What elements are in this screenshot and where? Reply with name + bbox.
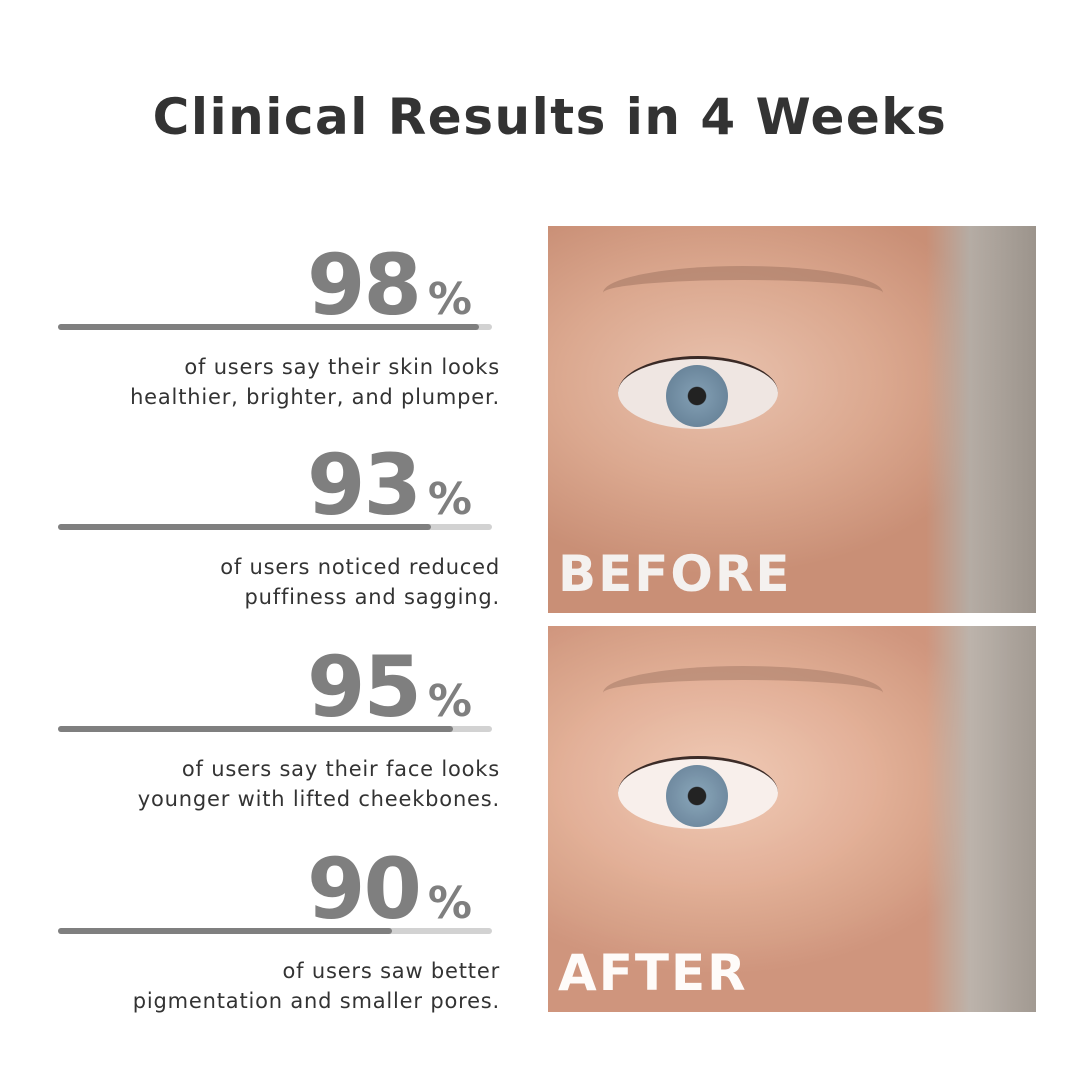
stat-value: 93 bbox=[307, 436, 422, 534]
progress-fill bbox=[58, 726, 453, 732]
stat-block: 98% of users say their skin looks healthi… bbox=[50, 236, 500, 436]
stat-unit: % bbox=[427, 474, 472, 525]
progress-bar bbox=[58, 726, 492, 732]
desc-line: of users say their face looks bbox=[181, 757, 500, 781]
stat-number: 93% bbox=[307, 436, 472, 534]
desc-line: healthier, brighter, and plumper. bbox=[130, 385, 500, 409]
stat-unit: % bbox=[427, 878, 472, 929]
eyebrow bbox=[603, 266, 883, 320]
stat-description: of users say their skin looks healthier, … bbox=[130, 352, 500, 412]
eyebrow bbox=[603, 666, 883, 720]
stat-number: 90% bbox=[307, 840, 472, 938]
stat-description: of users saw better pigmentation and smal… bbox=[133, 956, 500, 1016]
desc-line: of users say their skin looks bbox=[184, 355, 500, 379]
stat-description: of users noticed reduced puffiness and sa… bbox=[220, 552, 500, 612]
progress-fill bbox=[58, 928, 393, 934]
eye bbox=[618, 356, 778, 429]
desc-line: pigmentation and smaller pores. bbox=[132, 989, 500, 1013]
stat-block: 90% of users saw better pigmentation and … bbox=[50, 840, 500, 1040]
stat-value: 98 bbox=[307, 236, 422, 334]
before-photo: BEFORE bbox=[548, 226, 1036, 613]
after-photo: AFTER bbox=[548, 626, 1036, 1012]
stat-description: of users say their face looks younger wit… bbox=[138, 754, 500, 814]
progress-bar bbox=[58, 324, 492, 330]
progress-fill bbox=[58, 524, 432, 530]
progress-fill bbox=[58, 324, 479, 330]
stat-number: 98% bbox=[307, 236, 472, 334]
hair bbox=[926, 626, 1036, 1012]
desc-line: of users noticed reduced bbox=[220, 555, 500, 579]
stat-value: 90 bbox=[307, 840, 422, 938]
eye bbox=[618, 756, 778, 829]
iris bbox=[666, 365, 728, 427]
desc-line: puffiness and sagging. bbox=[244, 585, 500, 609]
progress-bar bbox=[58, 524, 492, 530]
before-label: BEFORE bbox=[558, 545, 792, 603]
hair bbox=[926, 226, 1036, 613]
stat-block: 93% of users noticed reduced puffiness an… bbox=[50, 436, 500, 636]
after-label: AFTER bbox=[558, 944, 748, 1002]
stat-number: 95% bbox=[307, 638, 472, 736]
stat-value: 95 bbox=[307, 638, 422, 736]
iris bbox=[666, 765, 728, 827]
stat-unit: % bbox=[427, 676, 472, 727]
stat-block: 95% of users say their face looks younger… bbox=[50, 638, 500, 838]
progress-bar bbox=[58, 928, 492, 934]
stat-unit: % bbox=[427, 274, 472, 325]
desc-line: of users saw better bbox=[282, 959, 500, 983]
page-title: Clinical Results in 4 Weeks bbox=[152, 88, 948, 146]
desc-line: younger with lifted cheekbones. bbox=[137, 787, 500, 811]
